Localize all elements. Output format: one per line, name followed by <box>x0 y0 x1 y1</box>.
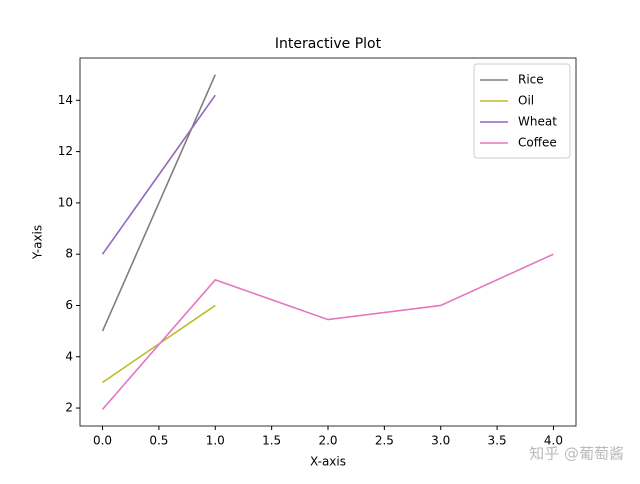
y-tick-label: 12 <box>58 144 73 158</box>
x-tick-label: 1.0 <box>206 434 225 448</box>
x-tick-label: 4.0 <box>544 434 563 448</box>
y-tick-label: 2 <box>65 401 73 415</box>
watermark: 知乎 @葡萄酱 <box>529 445 624 463</box>
y-tick-label: 4 <box>65 349 73 363</box>
legend-label: Oil <box>518 94 534 108</box>
line-series <box>101 74 217 332</box>
chart-title: Interactive Plot <box>275 36 382 52</box>
x-tick-label: 3.0 <box>431 434 450 448</box>
y-tick-label: 10 <box>58 195 73 209</box>
x-tick-label: 2.5 <box>375 434 394 448</box>
line-series <box>101 253 554 410</box>
x-axis-label: X-axis <box>310 455 346 469</box>
plot-frame <box>79 57 577 427</box>
y-axis-label: Y-axis <box>31 225 45 260</box>
x-tick-label: 2.0 <box>318 434 337 448</box>
legend-label: Rice <box>518 73 544 87</box>
y-tick-label: 8 <box>65 247 73 261</box>
legend-label: Coffee <box>518 136 557 150</box>
y-tick-label: 6 <box>65 298 73 312</box>
x-tick-label: 0.0 <box>93 434 112 448</box>
legend-label: Wheat <box>518 115 557 129</box>
x-tick-label: 3.5 <box>488 434 507 448</box>
x-tick-label: 0.5 <box>149 434 168 448</box>
x-tick-label: 1.5 <box>262 434 281 448</box>
legend-box <box>473 63 571 159</box>
y-tick-label: 14 <box>58 93 73 107</box>
line-series <box>101 94 216 255</box>
